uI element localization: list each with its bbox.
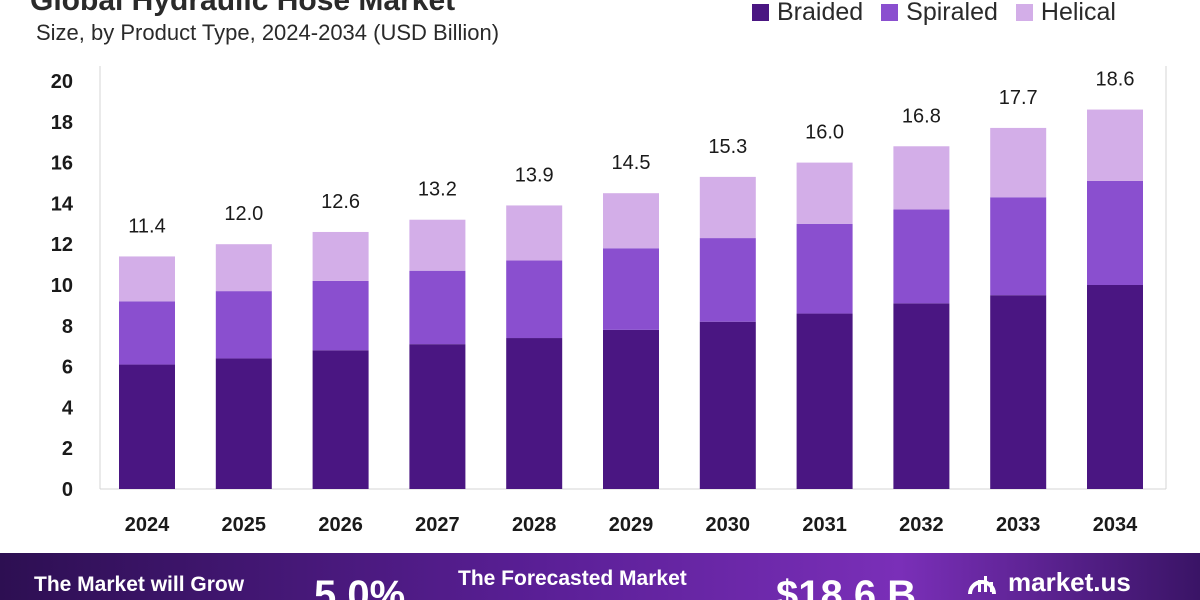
bar-helical-2029 [603, 193, 659, 249]
x-tick-label-2027: 2027 [415, 514, 460, 536]
bar-helical-2024 [119, 256, 175, 302]
x-tick-label-2026: 2026 [318, 514, 363, 536]
total-label-2033: 17.7 [999, 87, 1038, 109]
bar-braided-2027 [409, 344, 466, 489]
bar-helical-2026 [312, 231, 369, 281]
legend-item-braided: Braided [752, 0, 863, 27]
bar-helical-2028 [506, 205, 563, 261]
legend-item-helical: Helical [1015, 0, 1116, 27]
y-tick-label: 16 [51, 153, 73, 175]
brand-name: market.us [1008, 567, 1131, 597]
stacked-bar-chart: 0 2 4 6 8 10 12 14 16 18 20 11.4 12.0 12.6 13.2 13.9 14… [51, 66, 1167, 536]
bar-helical-2025 [215, 244, 272, 292]
y-axis-ticks: 0 2 4 6 8 10 12 14 16 18 20 [51, 71, 74, 501]
bar-spiraled-2026 [312, 280, 369, 351]
bar-braided-2031 [796, 313, 853, 489]
legend-swatch-helical [1015, 3, 1033, 21]
legend-label-braided: Braided [777, 0, 864, 26]
bar-helical-2031 [796, 162, 853, 224]
bar-spiraled-2032 [893, 209, 950, 304]
legend-label-helical: Helical [1040, 0, 1116, 26]
bar-braided-2032 [893, 303, 950, 489]
legend-label-spiraled: Spiraled [906, 0, 998, 26]
chart-title-partial: Global Hydraulic Hose Market [30, 0, 456, 17]
x-tick-label-2034: 2034 [1093, 514, 1138, 536]
legend-swatch-spiraled [881, 3, 899, 21]
x-tick-label-2024: 2024 [125, 514, 170, 536]
bar-braided-2029 [603, 329, 659, 489]
x-tick-label-2032: 2032 [899, 514, 944, 536]
legend-item-spiraled: Spiraled [881, 0, 998, 27]
bar-helical-2033 [990, 127, 1047, 198]
chart-subtitle: Size, by Product Type, 2024-2034 (USD Bi… [36, 20, 500, 45]
footer-banner: The Market will Grow 5.0% The Forecasted… [0, 553, 1200, 600]
footer-forecast-text: The Forecasted Market [458, 567, 687, 590]
bar-helical-2034 [1087, 109, 1143, 181]
bar-braided-2033 [990, 295, 1047, 489]
y-tick-label: 0 [62, 479, 73, 501]
total-label-2030: 15.3 [708, 136, 747, 158]
bar-braided-2034 [1087, 285, 1143, 489]
total-label-2026: 12.6 [321, 191, 360, 213]
total-label-2034: 18.6 [1096, 69, 1135, 91]
bar-helical-2032 [893, 146, 950, 210]
bar-helical-2027 [409, 219, 466, 271]
bar-spiraled-2030 [699, 238, 756, 322]
bar-braided-2026 [312, 350, 369, 489]
market-us-logo-icon [966, 568, 1000, 598]
bars [119, 109, 1143, 489]
total-labels: 11.4 12.0 12.6 13.2 13.9 14.5 15.3 16.0 16.8 17.7… [128, 69, 1134, 238]
bar-spiraled-2034 [1087, 180, 1143, 285]
y-tick-label: 6 [62, 357, 73, 379]
bar-helical-2030 [699, 176, 756, 239]
total-label-2027: 13.2 [418, 179, 457, 201]
x-tick-label-2030: 2030 [706, 514, 751, 536]
x-tick-label-2033: 2033 [996, 514, 1041, 536]
y-tick-label: 14 [51, 193, 74, 215]
bar-spiraled-2029 [603, 248, 659, 330]
legend: Braided Spiraled Helical [752, 0, 1116, 26]
total-label-2029: 14.5 [612, 152, 651, 174]
bar-braided-2024 [119, 364, 175, 489]
bar-braided-2030 [699, 321, 756, 489]
bar-braided-2028 [506, 338, 563, 489]
x-tick-label-2025: 2025 [222, 514, 267, 536]
x-tick-label-2028: 2028 [512, 514, 557, 536]
bar-braided-2025 [215, 358, 272, 489]
y-tick-label: 20 [51, 71, 73, 93]
y-tick-label: 8 [62, 316, 73, 338]
x-tick-label-2029: 2029 [609, 514, 654, 536]
total-label-2025: 12.0 [224, 203, 263, 225]
y-tick-label: 12 [51, 234, 73, 256]
y-tick-label: 10 [51, 275, 73, 297]
bar-spiraled-2033 [990, 197, 1047, 296]
footer-forecast-value: $18.6 B [776, 573, 917, 600]
total-label-2031: 16.0 [805, 122, 844, 144]
y-tick-label: 4 [62, 397, 74, 419]
footer-grow-text: The Market will Grow [34, 573, 245, 596]
bar-spiraled-2028 [506, 260, 563, 339]
bar-spiraled-2031 [796, 223, 853, 314]
x-tick-label-2031: 2031 [802, 514, 847, 536]
x-axis-ticks: 2024 2025 2026 2027 2028 2029 2030 2031 2032 2033… [125, 514, 1138, 536]
total-label-2024: 11.4 [128, 215, 165, 237]
brand-logo: market.us [966, 567, 1131, 598]
legend-swatch-braided [752, 3, 769, 21]
y-tick-label: 18 [51, 112, 73, 134]
footer-growth-value: 5.0% [314, 573, 406, 600]
total-label-2032: 16.8 [902, 105, 941, 127]
bar-spiraled-2024 [119, 301, 175, 365]
total-label-2028: 13.9 [515, 164, 554, 186]
y-tick-label: 2 [62, 438, 73, 460]
bar-spiraled-2025 [215, 291, 272, 359]
bar-spiraled-2027 [409, 270, 466, 345]
